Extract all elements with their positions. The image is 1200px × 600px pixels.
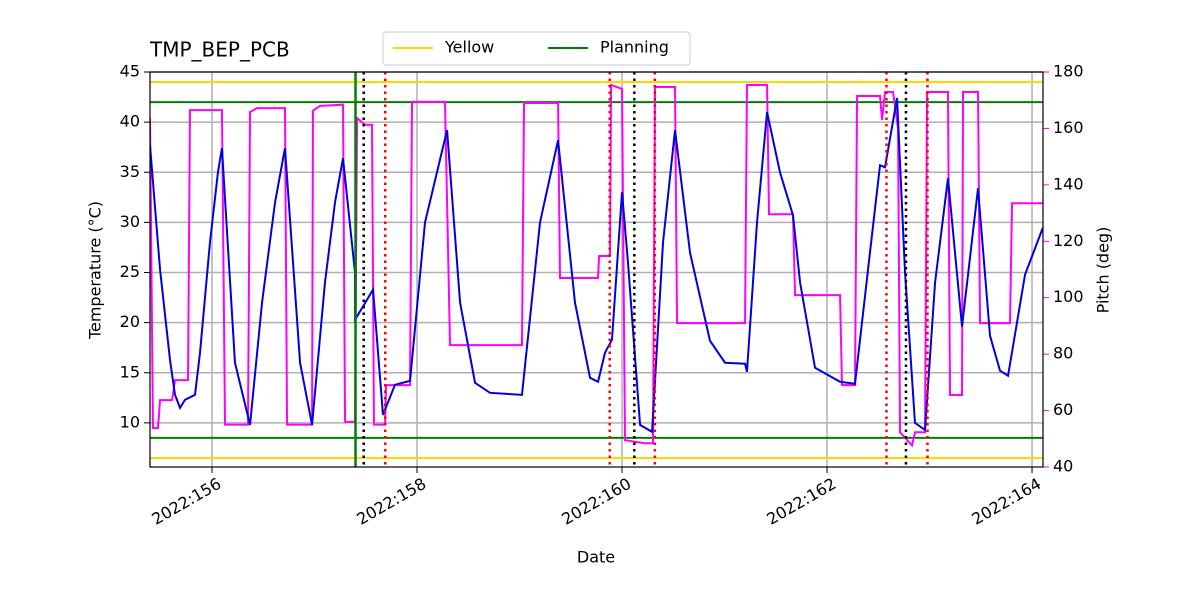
y2-tick-label: 140 — [1053, 174, 1084, 193]
legend-label: Planning — [600, 38, 669, 57]
y2-tick-label: 100 — [1053, 287, 1084, 306]
chart-title: TMP_BEP_PCB — [149, 38, 290, 62]
legend: Yellow Planning — [382, 31, 691, 66]
data-line — [150, 83, 1043, 448]
x-tick-label: 2022:164 — [968, 474, 1044, 529]
y2-tick-label: 120 — [1053, 231, 1084, 250]
legend-label: Yellow — [444, 38, 494, 57]
legend-box — [382, 31, 691, 66]
x-tick-label: 2022:158 — [353, 474, 429, 529]
y-tick-label: 45 — [120, 62, 140, 81]
plot-frame — [149, 71, 1044, 468]
y-tick-label: 10 — [120, 412, 140, 431]
x-tick-label: 2022:156 — [148, 474, 224, 529]
y-tick-label: 35 — [120, 162, 140, 181]
data-line — [150, 97, 1043, 434]
y2-tick-label: 40 — [1053, 457, 1073, 476]
y-tick-label: 30 — [120, 212, 140, 231]
y2-tick-label: 160 — [1053, 118, 1084, 137]
y-tick-label: 25 — [120, 262, 140, 281]
y2-tick-label: 80 — [1053, 344, 1073, 363]
x-tick-label: 2022:160 — [558, 474, 634, 529]
y2-tick-label: 180 — [1053, 62, 1084, 81]
y-tick-label: 20 — [120, 312, 140, 331]
x-axis-label: Date — [577, 548, 615, 567]
y2-tick-label: 60 — [1053, 400, 1073, 419]
y2-axis-label: Pitch (deg) — [1094, 227, 1113, 314]
x-tick-label: 2022:162 — [763, 474, 839, 529]
y-tick-label: 40 — [120, 112, 140, 131]
y-tick-label: 15 — [120, 362, 140, 381]
y-axis-label: Temperature (°C) — [86, 201, 105, 340]
